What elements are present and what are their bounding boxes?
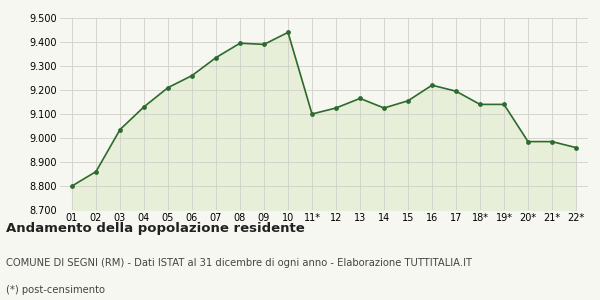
Point	[307, 112, 317, 116]
Point	[67, 184, 77, 188]
Point	[163, 85, 173, 90]
Point	[91, 169, 101, 174]
Point	[187, 73, 197, 78]
Point	[379, 106, 389, 110]
Point	[211, 55, 221, 60]
Text: (*) post-censimento: (*) post-censimento	[6, 285, 105, 295]
Point	[355, 96, 365, 101]
Point	[451, 89, 461, 94]
Text: Andamento della popolazione residente: Andamento della popolazione residente	[6, 222, 305, 235]
Point	[571, 145, 581, 150]
Point	[331, 106, 341, 110]
Point	[475, 102, 485, 107]
Point	[115, 127, 125, 132]
Point	[523, 139, 533, 144]
Point	[427, 83, 437, 88]
Point	[499, 102, 509, 107]
Point	[139, 104, 149, 109]
Point	[547, 139, 557, 144]
Point	[283, 30, 293, 35]
Text: COMUNE DI SEGNI (RM) - Dati ISTAT al 31 dicembre di ogni anno - Elaborazione TUT: COMUNE DI SEGNI (RM) - Dati ISTAT al 31 …	[6, 258, 472, 268]
Point	[403, 98, 413, 103]
Point	[259, 42, 269, 47]
Point	[235, 41, 245, 46]
